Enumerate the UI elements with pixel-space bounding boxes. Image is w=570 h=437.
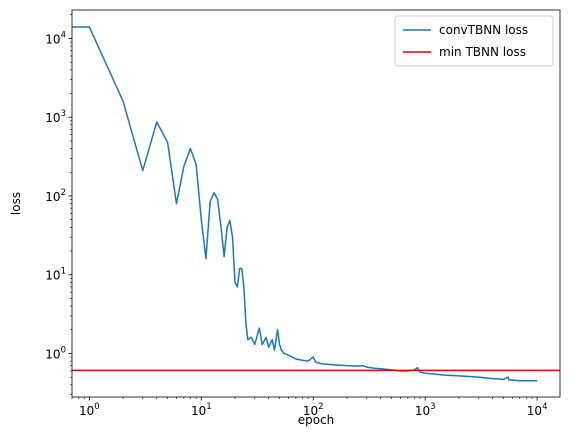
axes-frame: [71, 9, 561, 398]
x-tick-label-exponent: 1: [206, 402, 211, 412]
x-tick-label-exponent: 0: [94, 402, 99, 412]
x-tick-label: 104: [527, 402, 548, 418]
y-tick-label: 101: [45, 267, 66, 283]
y-tick-label: 100: [45, 345, 66, 361]
x-tick-label-exponent: 2: [318, 402, 323, 412]
x-tick-label-base: 10: [415, 404, 430, 418]
x-tick-label-exponent: 4: [542, 402, 547, 412]
y-tick-label: 103: [45, 109, 66, 125]
x-tick-label-base: 10: [191, 404, 206, 418]
y-tick-label-exponent: 1: [61, 267, 66, 277]
y-tick-label-base: 10: [45, 190, 60, 204]
y-tick-label-base: 10: [45, 347, 60, 361]
x-tick-label-base: 10: [79, 404, 94, 418]
plot-area: [72, 26, 560, 382]
legend: convTBNN loss min TBNN loss: [394, 15, 554, 67]
x-tick-label-base: 10: [527, 404, 542, 418]
x-tick-label: 101: [191, 402, 212, 418]
x-tick-label: 102: [303, 402, 324, 418]
x-tick-label: 103: [415, 402, 436, 418]
y-axis-label: loss: [9, 192, 23, 215]
y-tick-label-base: 10: [45, 32, 60, 46]
y-tick-label-base: 10: [45, 111, 60, 125]
x-axis-label: epoch: [298, 413, 335, 427]
y-tick-label-exponent: 2: [61, 188, 66, 198]
legend-label-convtbnn-loss: convTBNN loss: [439, 23, 528, 37]
y-tick-label-exponent: 0: [61, 345, 66, 355]
y-tick-label-exponent: 3: [61, 109, 66, 119]
x-tick-label-exponent: 3: [430, 402, 435, 412]
legend-box: [394, 15, 554, 67]
legend-label-min-tbnn-loss: min TBNN loss: [439, 45, 526, 59]
series-group: [72, 26, 560, 382]
series-convtbnn-loss-line: [72, 26, 538, 382]
y-tick-label: 102: [45, 188, 66, 204]
y-tick-label-base: 10: [45, 269, 60, 283]
y-tick-label: 104: [45, 30, 66, 46]
y-tick-label-exponent: 4: [61, 30, 66, 40]
x-tick-label: 100: [79, 402, 100, 418]
x-tick-label-base: 10: [303, 404, 318, 418]
